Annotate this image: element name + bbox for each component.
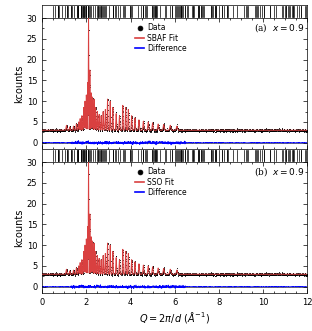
Data (142, 269, 146, 273)
SSO Fit (105, 272, 108, 276)
Difference (305, 141, 309, 145)
Data (272, 129, 275, 133)
Difference (103, 285, 107, 289)
Line: SSO Fit: SSO Fit (42, 160, 307, 274)
Data (300, 127, 304, 131)
Difference (40, 141, 44, 145)
Line: SBAF Fit: SBAF Fit (42, 16, 307, 130)
SBAF Fit (303, 128, 307, 132)
SSO Fit (87, 158, 90, 162)
SBAF Fit (105, 128, 108, 132)
Data (87, 159, 90, 163)
Difference (102, 141, 106, 145)
Difference (140, 284, 144, 288)
Y-axis label: kcounts: kcounts (14, 64, 24, 103)
SSO Fit (40, 272, 44, 276)
Difference (105, 285, 108, 289)
Y-axis label: kcounts: kcounts (14, 208, 24, 247)
Difference (105, 141, 108, 145)
Line: Difference: Difference (42, 285, 307, 289)
Difference (99, 283, 102, 287)
Text: (b)  $x = 0.9$: (b) $x = 0.9$ (254, 165, 305, 178)
Difference (140, 141, 144, 145)
X-axis label: $Q = 2\pi/d$ ($\AA^{-1}$): $Q = 2\pi/d$ ($\AA^{-1}$) (139, 309, 210, 325)
Data (40, 127, 44, 131)
Data (86, 113, 90, 117)
Difference (76, 138, 80, 142)
Data (40, 271, 44, 275)
Data (302, 274, 306, 278)
Data (305, 129, 309, 133)
Data (86, 257, 90, 261)
SBAF Fit (305, 128, 309, 132)
Difference (103, 139, 107, 143)
Difference (303, 285, 307, 289)
Text: (a)  $x = 0.9$: (a) $x = 0.9$ (255, 21, 305, 34)
Data (71, 271, 74, 275)
Data (71, 127, 74, 131)
Legend: Data, SBAF Fit, Difference: Data, SBAF Fit, Difference (134, 22, 188, 54)
SBAF Fit (40, 128, 44, 132)
Data (300, 271, 304, 275)
Data (154, 274, 157, 278)
Line: Difference: Difference (42, 140, 307, 145)
SSO Fit (103, 254, 107, 258)
Legend: Data, SSO Fit, Difference: Data, SSO Fit, Difference (134, 166, 188, 198)
SSO Fit (102, 270, 106, 274)
SSO Fit (305, 272, 309, 276)
Data (154, 130, 157, 134)
Data (142, 125, 146, 129)
Data (272, 273, 275, 277)
Data (87, 15, 90, 19)
SSO Fit (303, 272, 307, 276)
Difference (305, 284, 309, 288)
Difference (125, 287, 129, 291)
SBAF Fit (140, 128, 144, 132)
Difference (303, 141, 307, 145)
SSO Fit (140, 272, 144, 276)
Difference (102, 285, 106, 289)
SBAF Fit (87, 14, 90, 18)
SBAF Fit (103, 110, 107, 114)
Difference (159, 141, 163, 145)
Difference (40, 285, 44, 289)
Data (302, 130, 306, 134)
Difference (169, 143, 173, 147)
Data (305, 273, 309, 277)
SSO Fit (159, 272, 163, 276)
Line: Data: Data (42, 160, 308, 277)
Difference (159, 286, 163, 290)
SBAF Fit (159, 128, 163, 132)
Line: Data: Data (42, 16, 308, 133)
SBAF Fit (102, 126, 106, 130)
